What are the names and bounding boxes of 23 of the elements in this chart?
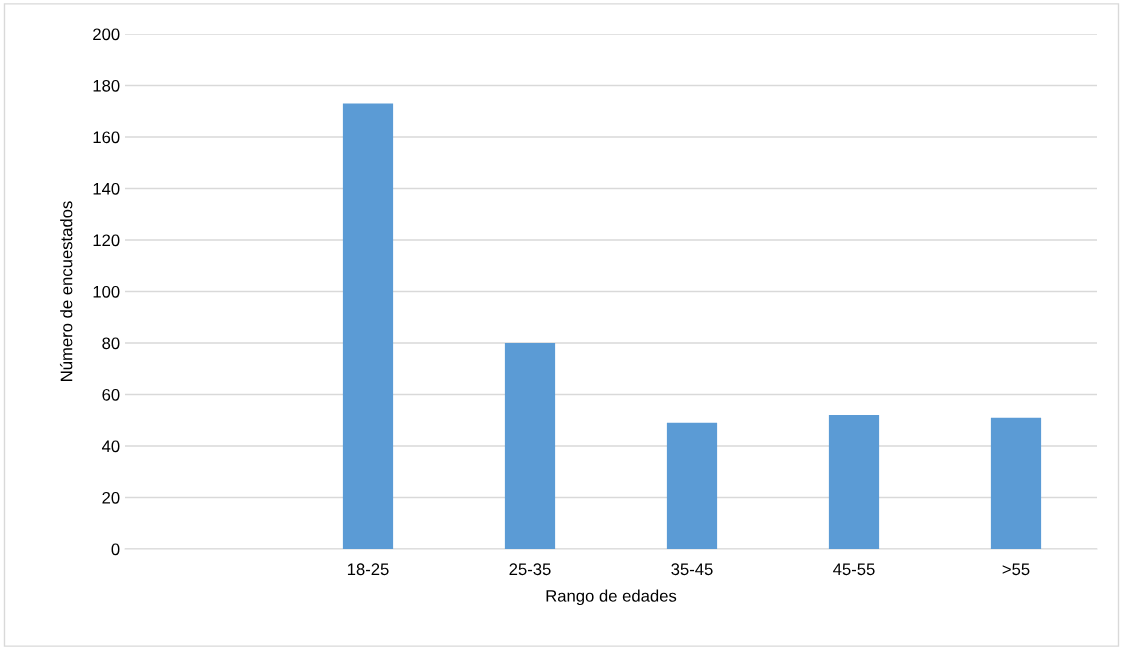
x-tick-label: 25-35: [509, 563, 551, 576]
y-tick-label: 60: [102, 388, 120, 401]
x-tick-label: 35-45: [671, 563, 713, 576]
y-tick-label: 100: [93, 285, 120, 298]
y-tick-label: 160: [93, 131, 120, 144]
y-tick-label: 200: [93, 28, 120, 41]
bar: [990, 417, 1042, 549]
x-tick-label: 45-55: [833, 563, 875, 576]
bar: [342, 103, 394, 549]
x-axis-title: Rango de edades: [546, 589, 677, 606]
bar: [828, 415, 880, 549]
x-tick-label: >55: [1002, 563, 1030, 576]
y-tick-label: 140: [93, 182, 120, 195]
y-tick-label: 20: [102, 491, 120, 504]
y-tick-label: 0: [111, 543, 120, 556]
x-tick-label: 18-25: [347, 563, 389, 576]
y-axis-title: Número de encuestados: [59, 201, 73, 381]
y-tick-label: 80: [102, 337, 120, 350]
y-tick-label: 120: [93, 234, 120, 247]
y-tick-label: 180: [93, 79, 120, 92]
y-tick-label: 40: [101, 440, 120, 453]
bar: [666, 422, 718, 549]
bar: [504, 343, 556, 549]
